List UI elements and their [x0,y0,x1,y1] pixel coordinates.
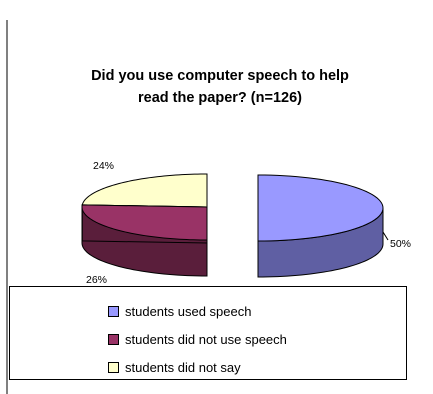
legend-swatch-used-speech [108,305,119,317]
slice-label-did-not-say: 24% [93,160,115,172]
legend-label-used-speech: students used speech [125,303,252,319]
pie-top-did-not-say [81,173,208,208]
pie-top-used-speech [257,174,384,242]
leader-line-used-speech [382,231,389,241]
legend-label-did-not-use: students did not use speech [125,331,287,347]
slice-label-did-not-use: 26% [86,274,108,286]
pie-top-did-not-use [81,204,208,241]
legend-item-did-not-use: students did not use speech [108,331,287,347]
legend-item-used-speech: students used speech [108,303,251,319]
slice-label-used-speech: 50% [390,238,412,250]
legend-label-did-not-say: students did not say [125,359,241,375]
chart-title-line-1: Did you use computer speech to help [91,68,349,84]
pie-slice-did-not-use [81,204,208,277]
chart-legend: students used speech students did not us… [9,286,407,380]
pie-slice-used-speech [257,174,384,278]
chart-title-line-2: read the paper? (n=126) [138,90,302,106]
legend-swatch-did-not-say [108,361,119,373]
legend-item-did-not-say: students did not say [108,359,241,375]
legend-swatch-did-not-use [108,333,119,345]
